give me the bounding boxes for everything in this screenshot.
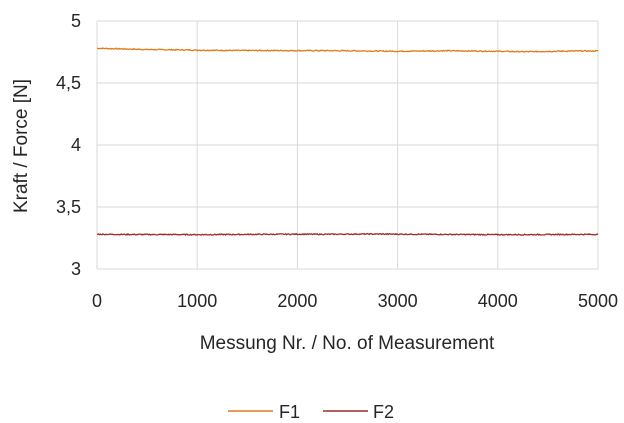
x-axis-title: Messung Nr. / No. of Measurement	[200, 333, 495, 354]
x-tick-label: 4000	[478, 291, 518, 311]
y-tick-label: 4	[71, 135, 81, 155]
series-line-F2	[96, 232, 599, 237]
x-axis-ticks: 0 1000 2000 3000 4000 5000	[92, 291, 618, 311]
x-tick-label: 1000	[177, 291, 217, 311]
y-tick-label: 3	[71, 259, 81, 279]
y-axis-title: Kraft / Force [N]	[11, 79, 32, 213]
y-tick-label: 4,5	[56, 73, 81, 93]
y-tick-label: 5	[71, 11, 81, 31]
y-tick-label: 3,5	[56, 197, 81, 217]
x-tick-label: 5000	[578, 291, 618, 311]
series-line-F1	[96, 47, 599, 53]
legend-label-F1: F1	[279, 402, 300, 422]
legend: F1 F2	[228, 402, 394, 422]
grid-lines	[96, 20, 599, 270]
legend-label-F2: F2	[373, 402, 394, 422]
x-tick-label: 3000	[378, 291, 418, 311]
x-tick-label: 0	[92, 291, 102, 311]
series-lines	[96, 47, 599, 237]
x-tick-label: 2000	[277, 291, 317, 311]
y-axis-ticks: 3 3,5 4 4,5 5	[56, 11, 81, 279]
